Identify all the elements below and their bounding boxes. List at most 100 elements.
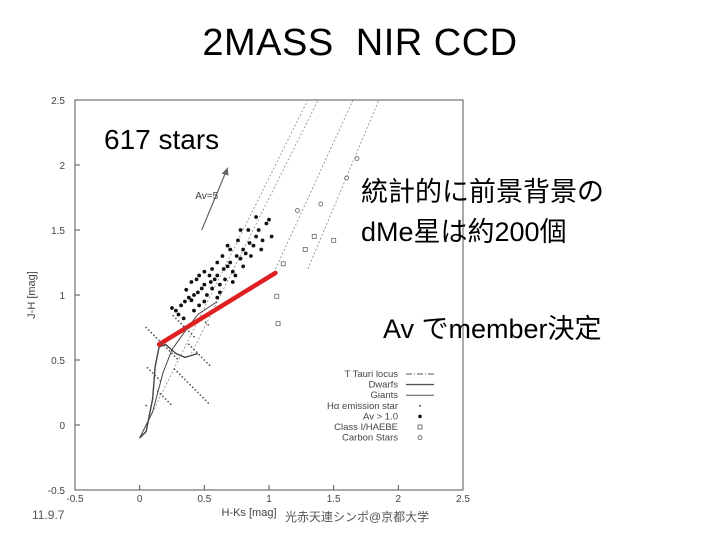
av-gt-1-point	[192, 308, 196, 313]
av-gt-1-point	[251, 243, 256, 248]
av-gt-1-point	[184, 287, 189, 292]
av-gt-1-point	[225, 264, 230, 269]
y-tick-label: 1	[59, 291, 65, 302]
legend-label: Hα emission star	[327, 401, 398, 412]
x-tick-label: 2	[396, 494, 402, 505]
reddening-arrow-head	[221, 167, 229, 176]
carbon-star-point	[344, 175, 350, 181]
av-gt-1-point	[217, 290, 222, 295]
x-tick-label: 0	[137, 494, 143, 505]
av-gt-1-point	[220, 254, 225, 258]
legend-label: Dwarfs	[368, 380, 398, 391]
field-point	[195, 351, 198, 354]
slide-title: 2MASS NIR CCD	[202, 22, 518, 64]
av-gt-1-point	[241, 264, 246, 269]
field-point	[172, 314, 175, 317]
statistics-note-line2: dMe星は約200個	[361, 217, 567, 247]
field-point	[187, 330, 190, 333]
chart-points	[145, 156, 360, 407]
av-gt-1-point	[194, 277, 199, 282]
av-gt-1-point	[254, 234, 258, 239]
field-point	[189, 383, 192, 386]
field-point	[198, 353, 201, 356]
field-point	[173, 355, 176, 357]
av-gt-1-point	[173, 308, 178, 313]
av-membership-note: Av でmember決定	[383, 314, 602, 344]
av-gt-1-point	[197, 273, 202, 278]
field-point	[156, 377, 159, 380]
legend-label: Class I/HAEBE	[334, 422, 398, 433]
field-point	[206, 361, 208, 364]
field-point	[184, 378, 186, 381]
field-point	[182, 325, 185, 328]
star-count-label: 617 stars	[104, 124, 220, 155]
field-point	[168, 350, 171, 352]
av-gt-1-point	[238, 228, 243, 232]
av-gt-1-point	[225, 243, 230, 248]
av-gt-1-point	[170, 306, 174, 310]
field-point	[193, 348, 195, 351]
field-point	[204, 399, 207, 402]
field-point	[176, 370, 179, 373]
carbon-star-point	[295, 208, 300, 213]
reddening-arrow-line	[201, 167, 229, 231]
field-point	[204, 321, 207, 324]
field-point	[190, 346, 193, 348]
av-gt-1-point	[176, 312, 181, 317]
class1-haebe-point	[331, 237, 337, 243]
x-axis-label: H-Ks [mag]	[221, 507, 276, 519]
av-gt-1-point	[269, 234, 274, 239]
field-point	[176, 357, 179, 360]
field-point	[180, 322, 182, 325]
field-point	[193, 335, 195, 338]
class1-haebe-point	[274, 293, 280, 299]
av-gt-1-point	[246, 228, 251, 232]
av-gt-1-point	[223, 277, 227, 282]
legend-label: Carbon Stars	[342, 433, 398, 444]
field-point	[151, 372, 154, 374]
av-gt-1-point	[254, 215, 258, 219]
av-gt-1-point	[192, 293, 196, 297]
reddening-band-line	[307, 99, 380, 270]
field-point	[191, 386, 194, 389]
x-tick-label: 1.5	[327, 494, 341, 505]
y-tick-label: 0.5	[51, 356, 65, 367]
av-gt-1-point	[256, 228, 261, 232]
av-gt-1-point	[186, 295, 191, 300]
field-point	[160, 342, 163, 344]
field-point	[186, 381, 189, 383]
av-gt-1-point	[205, 293, 209, 297]
legend-swatch	[418, 414, 422, 419]
av-gt-1-point	[197, 303, 202, 308]
av-gt-1-point	[189, 280, 194, 284]
av-gt-1-point	[215, 273, 220, 278]
av-gt-1-point	[202, 282, 207, 287]
av-gt-1-point	[207, 273, 212, 278]
legend-label: Av > 1.0	[363, 411, 398, 422]
field-point	[149, 369, 151, 372]
field-point	[196, 391, 199, 394]
legend-label: T Tauri locus	[344, 369, 398, 380]
field-point	[147, 329, 150, 331]
field-point	[145, 404, 148, 407]
class1-haebe-point	[311, 234, 317, 239]
field-point	[154, 374, 157, 377]
field-point	[145, 326, 148, 329]
av-gt-1-point	[228, 260, 233, 265]
dwarf-track-line	[139, 343, 199, 439]
field-point	[199, 394, 202, 396]
field-point	[169, 403, 172, 406]
y-axis-label: J-H [mag]	[26, 271, 38, 319]
x-tick-label: 2.5	[456, 494, 470, 505]
class1-haebe-point	[275, 321, 281, 327]
av-gt-1-point	[243, 251, 248, 256]
av-gt-1-point	[264, 221, 269, 226]
av-gt-1-point	[230, 280, 235, 284]
field-point	[194, 389, 197, 391]
av-gt-1-point	[212, 277, 217, 282]
chart-axes: -0.5 0 0.5 1 1.5 2 2.5 -0.5 0 0.5 1 1.5 2 2.5 H-Ks [ma…	[26, 96, 470, 519]
field-point	[190, 333, 193, 335]
plot-frame	[74, 99, 464, 491]
av-gt-1-point	[208, 280, 213, 284]
